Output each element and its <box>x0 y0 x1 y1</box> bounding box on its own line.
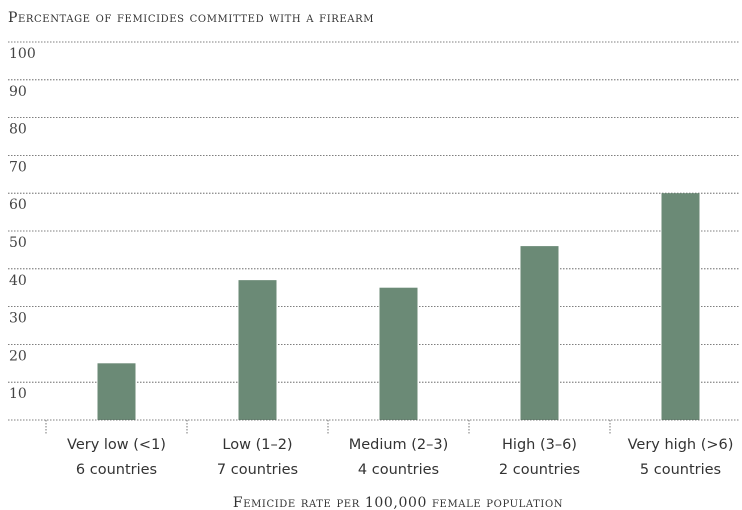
y-axis-title: Percentage of femicides committed with a… <box>8 10 374 26</box>
y-tick-label-10: 10 <box>9 386 27 402</box>
bar-0 <box>97 363 136 420</box>
x-axis <box>8 419 740 434</box>
x-axis-title: Femicide rate per 100,000 female populat… <box>233 495 563 510</box>
category-labels: Very low (<1) 6 countries Low (1–2) 7 count… <box>67 437 733 478</box>
bars <box>97 193 700 420</box>
y-tick-label-40: 40 <box>9 273 27 289</box>
y-tick-label-70: 70 <box>9 159 27 175</box>
bar-4 <box>661 193 700 420</box>
category-label-1: Low (1–2) <box>222 437 292 453</box>
y-tick-label-80: 80 <box>9 122 27 138</box>
category-sublabel-0: 6 countries <box>76 462 157 478</box>
bar-1 <box>238 280 277 420</box>
y-tick-label-90: 90 <box>9 84 27 100</box>
y-tick-label-60: 60 <box>9 197 27 213</box>
category-sublabel-1: 7 countries <box>217 462 298 478</box>
y-tick-label-50: 50 <box>9 235 27 251</box>
category-sublabel-3: 2 countries <box>499 462 580 478</box>
category-label-4: Very high (>6) <box>628 437 734 453</box>
category-sublabel-2: 4 countries <box>358 462 439 478</box>
gridlines <box>8 41 740 383</box>
y-tick-label-30: 30 <box>9 311 27 327</box>
y-tick-label-100: 100 <box>9 46 36 62</box>
category-sublabel-4: 5 countries <box>640 462 721 478</box>
bar-3 <box>520 246 559 420</box>
category-label-0: Very low (<1) <box>67 437 166 453</box>
bar-2 <box>379 287 418 420</box>
category-label-2: Medium (2–3) <box>349 437 449 453</box>
category-label-3: High (3–6) <box>502 437 577 453</box>
y-tick-label-20: 20 <box>9 348 27 364</box>
y-tick-labels: 10 20 30 40 50 60 70 80 90 100 <box>9 46 36 402</box>
